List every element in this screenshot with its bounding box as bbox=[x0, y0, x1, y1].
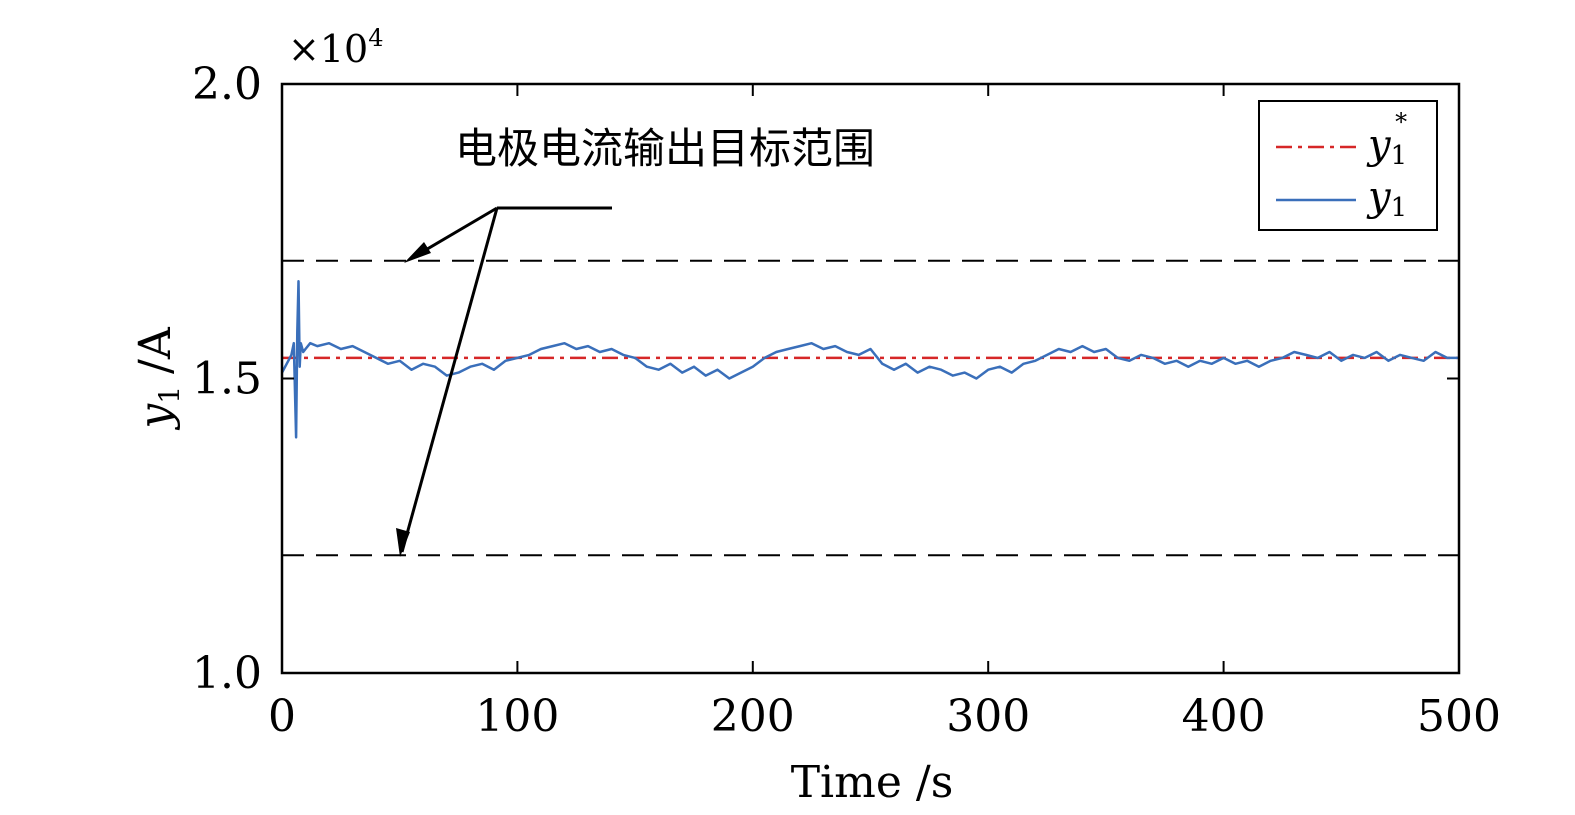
annotation-text: 电极电流输出目标范围 bbox=[455, 124, 875, 173]
arrowhead-upper bbox=[404, 242, 431, 263]
legend: y1* y1 bbox=[1258, 100, 1438, 231]
legend-label-y1-star-sub: 1 bbox=[1391, 141, 1408, 171]
x-tick-label: 200 bbox=[711, 691, 795, 742]
x-tick-label: 100 bbox=[475, 691, 559, 742]
y-tick-label: 1.0 bbox=[192, 648, 262, 699]
y-tick-label: 1.5 bbox=[192, 354, 262, 405]
y-axis-label-sub: 1 bbox=[153, 386, 186, 404]
legend-box bbox=[1258, 100, 1438, 231]
x-tick-label: 0 bbox=[268, 691, 296, 742]
y-exponent-label: ×104 bbox=[288, 24, 383, 71]
x-axis: 0 100 200 300 400 500 bbox=[268, 84, 1501, 742]
legend-label-y1-star: y1 * bbox=[1366, 108, 1407, 171]
arrowhead-lower bbox=[396, 528, 410, 557]
legend-label-y1-sub: 1 bbox=[1391, 193, 1408, 223]
series-layer bbox=[280, 280, 1459, 439]
y-axis-label-var: y bbox=[130, 403, 181, 431]
x-tick-label: 400 bbox=[1182, 691, 1266, 742]
legend-label-y1: y1 bbox=[1366, 174, 1407, 223]
y-tick-label: 2.0 bbox=[192, 59, 262, 110]
y-exponent-base: ×10 bbox=[288, 27, 368, 71]
bounds-layer bbox=[282, 259, 1459, 557]
x-tick-label: 300 bbox=[946, 691, 1030, 742]
legend-label-y1-var: y bbox=[1366, 174, 1392, 220]
x-axis-label: Time /s bbox=[791, 757, 954, 808]
series-line-y1 bbox=[280, 280, 1459, 439]
y-axis-label: y1/A bbox=[130, 326, 186, 431]
y-exponent-power: 4 bbox=[368, 24, 383, 52]
annotation-arrow-lower bbox=[400, 207, 499, 553]
legend-label-y1-star-var: y bbox=[1366, 122, 1392, 168]
y-axis-label-unit: /A bbox=[130, 326, 181, 374]
x-tick-label: 500 bbox=[1417, 691, 1501, 742]
y-axis: 1.0 1.5 2.0 bbox=[192, 59, 1459, 699]
legend-label-y1-star-sup: * bbox=[1395, 108, 1407, 136]
annotation-arrows bbox=[400, 206, 612, 553]
